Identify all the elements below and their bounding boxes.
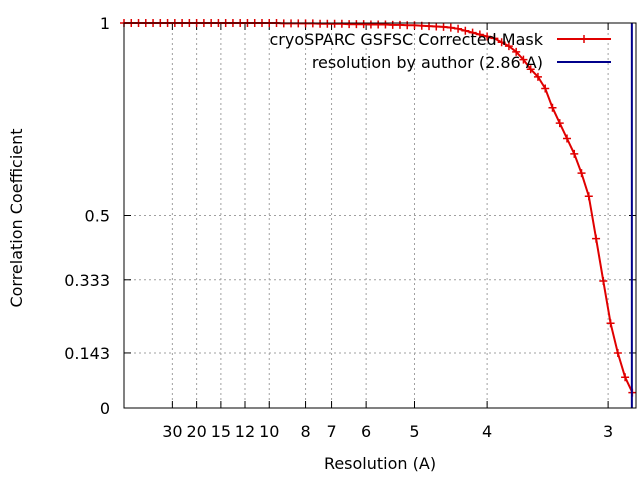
fsc-data-point bbox=[395, 20, 404, 29]
y-tick-label: 0 bbox=[100, 399, 110, 418]
y-tick-label: 0.333 bbox=[64, 271, 110, 290]
fsc-data-point bbox=[584, 192, 593, 201]
fsc-curve-line bbox=[124, 22, 634, 394]
x-tick-label: 5 bbox=[409, 422, 419, 441]
fsc-data-point bbox=[490, 34, 499, 43]
fsc-data-point bbox=[512, 47, 521, 56]
x-tick-labels: 30 20 15 12 10 8 7 6 5 4 3 bbox=[162, 422, 613, 441]
fsc-data-point bbox=[337, 19, 346, 28]
x-tick-label: 30 bbox=[162, 422, 182, 441]
x-axis-label: Resolution (A) bbox=[324, 454, 436, 473]
x-tick-label: 15 bbox=[211, 422, 231, 441]
fsc-data-point bbox=[613, 348, 622, 357]
fsc-data-point bbox=[381, 20, 390, 29]
fsc-data-point bbox=[526, 65, 535, 74]
y-tick-label: 0.5 bbox=[85, 207, 110, 226]
x-tick-label: 8 bbox=[300, 422, 310, 441]
fsc-data-point bbox=[541, 84, 550, 93]
fsc-data-point bbox=[330, 19, 339, 28]
axis-ticks bbox=[124, 22, 636, 409]
y-tick-labels: 0 0.143 0.333 0.5 1 bbox=[64, 14, 110, 418]
x-tick-label: 10 bbox=[259, 422, 279, 441]
legend-entry-resolution-label: resolution by author (2.86 A) bbox=[312, 53, 543, 72]
fsc-data-point bbox=[388, 20, 397, 29]
fsc-data-point bbox=[446, 23, 455, 32]
fsc-data-point bbox=[599, 276, 608, 285]
fsc-data-point bbox=[366, 20, 375, 29]
fsc-data-point bbox=[316, 19, 325, 28]
plot-frame bbox=[123, 22, 637, 409]
grid-lines bbox=[124, 23, 636, 408]
fsc-data-point bbox=[468, 28, 477, 37]
legend: cryoSPARC GSFSC Corrected Mask resolutio… bbox=[269, 30, 611, 72]
fsc-data-point bbox=[461, 26, 470, 35]
y-axis-label: Correlation Coefficient bbox=[7, 128, 26, 307]
x-tick-label: 7 bbox=[326, 422, 336, 441]
fsc-data-point bbox=[563, 134, 572, 143]
fsc-data-point bbox=[475, 30, 484, 39]
fsc-data-point bbox=[570, 149, 579, 158]
fsc-data-point bbox=[533, 72, 542, 81]
fsc-data-point bbox=[345, 20, 354, 29]
fsc-data-point bbox=[374, 20, 383, 29]
legend-swatch-fsc bbox=[557, 35, 611, 43]
fsc-data-point bbox=[519, 55, 528, 64]
fsc-data-point bbox=[439, 22, 448, 31]
fsc-data-point bbox=[497, 38, 506, 47]
fsc-data-point bbox=[432, 22, 441, 31]
fsc-data-point bbox=[577, 169, 586, 178]
y-tick-label: 0.143 bbox=[64, 344, 110, 363]
x-tick-label: 6 bbox=[361, 422, 371, 441]
x-tick-label: 4 bbox=[482, 422, 492, 441]
fsc-data-point bbox=[621, 373, 630, 382]
x-tick-label: 12 bbox=[235, 422, 255, 441]
x-tick-label: 20 bbox=[186, 422, 206, 441]
fsc-data-point bbox=[592, 234, 601, 243]
plot-series bbox=[120, 19, 637, 408]
fsc-data-point bbox=[606, 319, 615, 328]
fsc-data-point bbox=[323, 19, 332, 28]
y-tick-label: 1 bbox=[100, 14, 110, 33]
fsc-data-point bbox=[504, 42, 513, 51]
fsc-data-point bbox=[483, 32, 492, 41]
fsc-data-point bbox=[359, 20, 368, 29]
fsc-data-point bbox=[352, 20, 361, 29]
fsc-data-point bbox=[548, 103, 557, 112]
x-tick-label: 3 bbox=[603, 422, 613, 441]
fsc-data-point bbox=[454, 24, 463, 33]
legend-swatch-fsc-marker bbox=[580, 35, 588, 43]
fsc-data-point bbox=[555, 119, 564, 128]
legend-entry-fsc-label: cryoSPARC GSFSC Corrected Mask bbox=[269, 30, 543, 49]
